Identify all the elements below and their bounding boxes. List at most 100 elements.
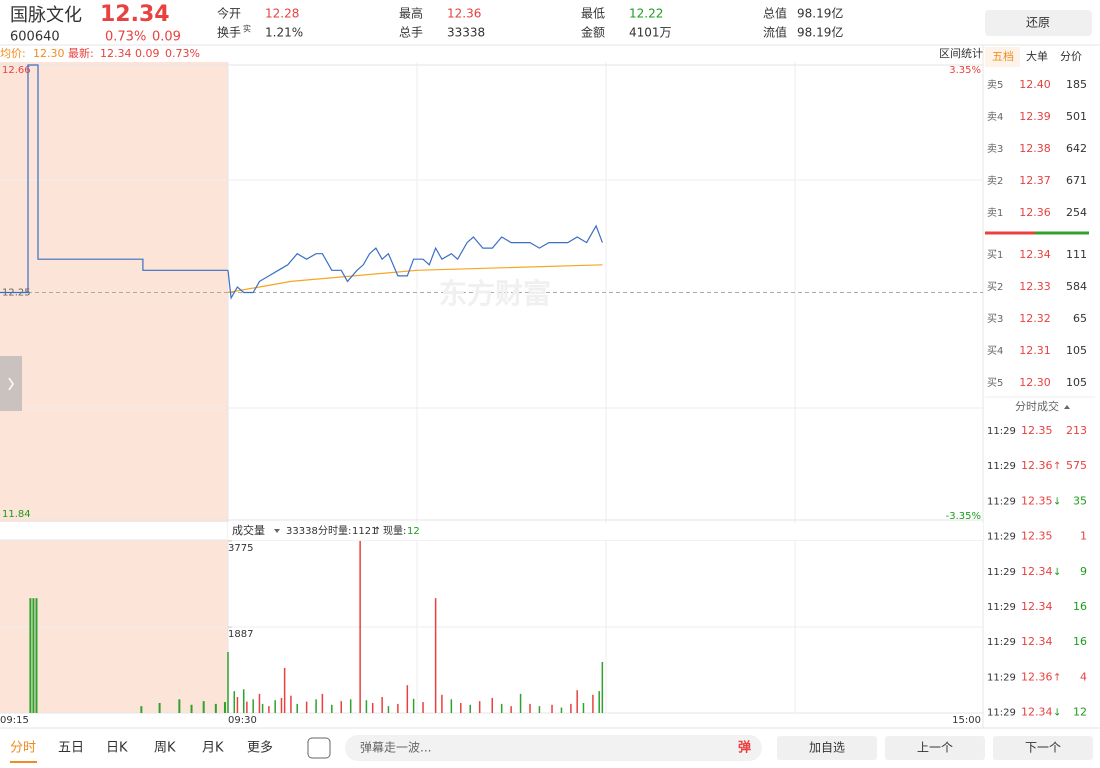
trade-volume: 4: [1080, 670, 1087, 683]
expander-icon: [8, 377, 14, 391]
stat-value: 12.36: [447, 7, 481, 21]
book-volume: 642: [1066, 142, 1087, 155]
minute-vol-arrow: ↑: [373, 526, 381, 537]
volume-bar: [236, 697, 239, 713]
trade-price: 12.34: [1021, 706, 1053, 719]
stat-label-sup: 实: [243, 24, 251, 34]
volume-tick-label: 1887: [228, 629, 253, 640]
toolbar-button-label: 上一个: [917, 741, 953, 755]
trade-volume: 12: [1073, 706, 1087, 719]
stat-label: 金额: [581, 25, 605, 40]
volume-bar: [601, 661, 604, 713]
volume-bar: [478, 701, 481, 713]
book-volume: 501: [1066, 110, 1087, 123]
book-label: 卖5: [987, 79, 1003, 91]
change-pct: 0.73%: [105, 30, 146, 45]
volume-bar: [349, 699, 352, 713]
trade-time: 11:29: [987, 672, 1016, 683]
volume-bar: [381, 697, 383, 713]
stat-value: 12.28: [265, 7, 299, 21]
book-volume: 105: [1066, 376, 1087, 389]
trade-price: 12.34: [1021, 565, 1053, 578]
toolbar-button[interactable]: [885, 736, 985, 760]
price-tick-label: 11.84: [2, 509, 31, 520]
trade-time: 11:29: [987, 496, 1016, 507]
trade-price: 12.35: [1021, 424, 1053, 437]
volume-bar: [258, 693, 261, 713]
book-volume: 65: [1073, 312, 1087, 325]
trade-volume: 213: [1066, 424, 1087, 437]
toolbar-button[interactable]: [993, 736, 1093, 760]
side-tab[interactable]: 五档: [992, 49, 1014, 63]
premarket-volume-bar: [223, 702, 226, 713]
trade-price: 12.34: [1021, 635, 1053, 648]
book-label: 买1: [987, 249, 1003, 261]
stock-name: 国脉文化: [10, 5, 82, 26]
volume-bar: [242, 689, 245, 713]
side-tab[interactable]: 大单: [1026, 49, 1048, 63]
trade-time: 11:29: [987, 426, 1016, 437]
trade-volume: 9: [1080, 565, 1087, 578]
volume-bar: [387, 706, 390, 713]
danmu-toggle[interactable]: 弹: [738, 740, 751, 756]
stat-label: 总值: [763, 6, 787, 21]
trade-volume: 1: [1080, 530, 1087, 543]
trade-volume: 575: [1066, 459, 1087, 472]
stat-value: 33338: [447, 26, 485, 40]
danmu-placeholder: 弹幕走一波...: [360, 741, 431, 755]
book-price: 12.34: [1019, 248, 1051, 261]
volume-bar: [406, 685, 409, 713]
volume-bar: [321, 693, 324, 713]
stat-value: 12.22: [629, 7, 663, 21]
current-label: 现量:: [383, 525, 406, 537]
period-tab[interactable]: 日K: [106, 741, 128, 756]
premarket-volume-bar: [32, 598, 35, 713]
period-tab[interactable]: 周K: [154, 741, 176, 756]
trades-title: 分时成交: [1015, 399, 1059, 413]
trade-volume: 35: [1073, 494, 1087, 507]
volume-bar: [246, 701, 248, 713]
book-label: 卖3: [987, 143, 1003, 155]
stock-price: 12.34: [100, 2, 170, 27]
time-label: 15:00: [952, 715, 981, 726]
volume-bar: [469, 704, 471, 713]
restore-label: 还原: [1026, 16, 1050, 30]
side-expander[interactable]: [0, 356, 22, 411]
danmu-settings-icon[interactable]: [307, 737, 331, 759]
trade-time: 11:29: [987, 602, 1016, 613]
volume-bar: [315, 699, 317, 713]
period-tab[interactable]: 分时: [10, 741, 36, 756]
volume-bar: [274, 700, 276, 713]
book-label: 买3: [987, 313, 1003, 325]
volume-dropdown[interactable]: [274, 529, 280, 533]
volume-bar: [340, 701, 342, 713]
trade-arrow: ↓: [1053, 708, 1061, 719]
volume-bar: [261, 703, 264, 713]
stat-value: 1.21%: [265, 26, 303, 40]
volume-bar: [296, 703, 298, 713]
minute-vol: 1121: [352, 526, 377, 537]
period-tab[interactable]: 月K: [202, 741, 224, 756]
volume-bar: [538, 706, 541, 713]
restore-button[interactable]: [985, 10, 1092, 36]
volume-bar: [280, 697, 283, 713]
book-price: 12.38: [1019, 142, 1051, 155]
period-tab[interactable]: 五日: [58, 741, 84, 756]
latest-value: 12.34: [100, 47, 132, 60]
trade-price: 12.36: [1021, 670, 1053, 683]
book-label: 买5: [987, 377, 1003, 389]
trade-arrow: ↑: [1053, 461, 1061, 472]
book-label: 卖1: [987, 207, 1003, 219]
danmu-input[interactable]: [345, 735, 762, 761]
side-tab[interactable]: 分价: [1060, 50, 1082, 63]
trades-sort-icon[interactable]: [1064, 405, 1070, 409]
book-label: 买2: [987, 281, 1003, 293]
avg-value: 12.30: [33, 47, 65, 60]
premarket-volume-bar: [202, 701, 205, 713]
period-tab[interactable]: 更多: [247, 740, 273, 756]
volume-bar: [570, 703, 572, 713]
toolbar-button[interactable]: [777, 736, 877, 760]
time-label: 09:30: [228, 715, 257, 726]
premarket-volume-bar: [158, 702, 161, 713]
